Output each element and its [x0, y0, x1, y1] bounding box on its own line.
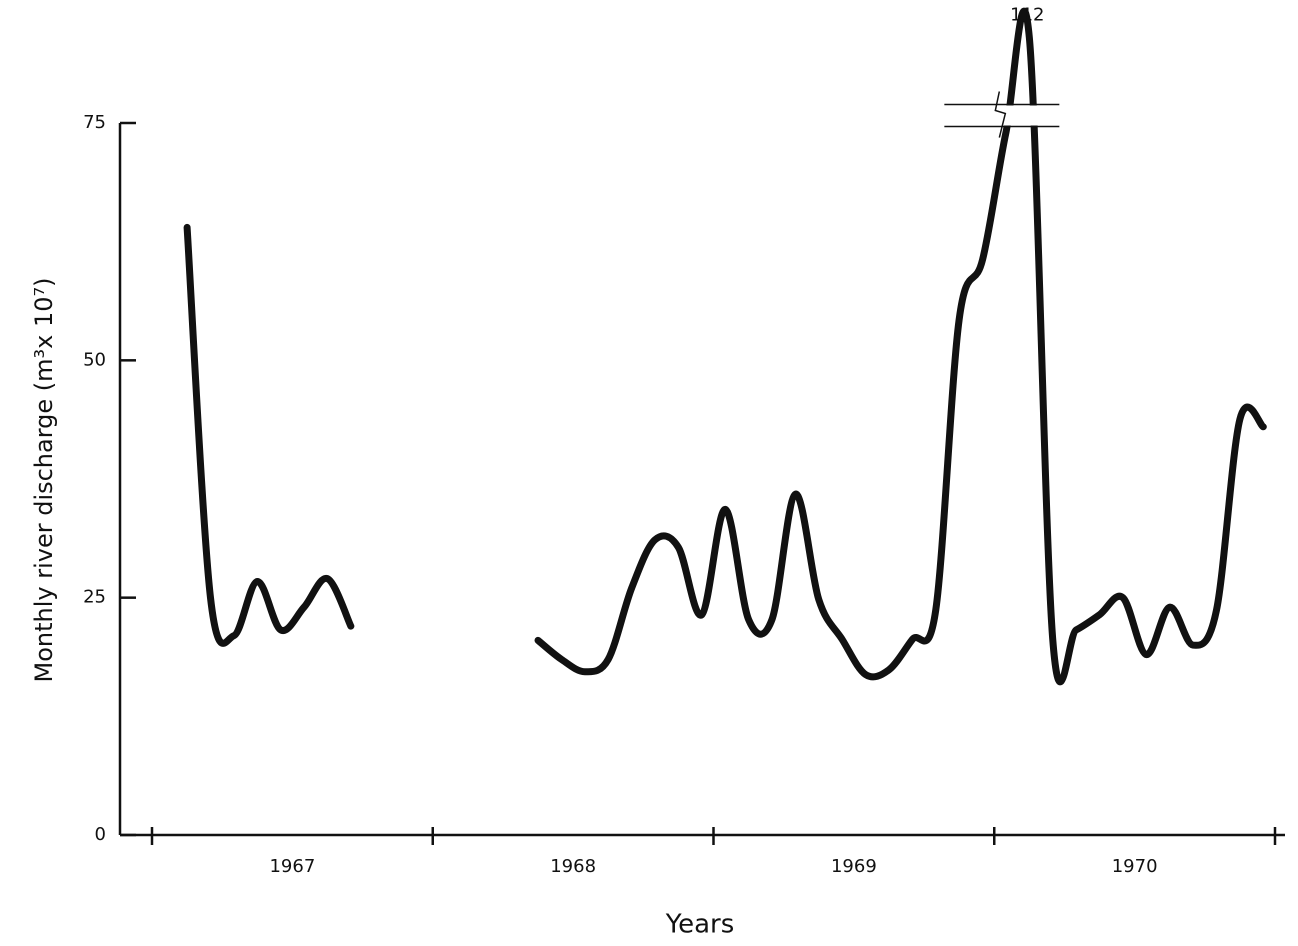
x-group-label: 1967 — [269, 856, 315, 877]
x-group-label: 1969 — [831, 856, 877, 877]
x-group-label: 1968 — [550, 856, 596, 877]
y-axis-label: Monthly river discharge (m³x 10⁷) — [30, 277, 58, 682]
axis-break-zigzag — [994, 91, 1007, 138]
y-tick-label: 25 — [83, 587, 106, 608]
series-line — [183, 7, 1267, 686]
x-axis-label: Years — [665, 910, 735, 940]
y-tick-label: 50 — [83, 349, 106, 370]
axis-break-gap — [944, 105, 1060, 126]
y-tick-label: 75 — [83, 112, 106, 133]
x-group-label: 1970 — [1112, 856, 1158, 877]
y-tick-label: 0 — [95, 824, 106, 845]
peak-label: 112 — [1010, 5, 1044, 26]
